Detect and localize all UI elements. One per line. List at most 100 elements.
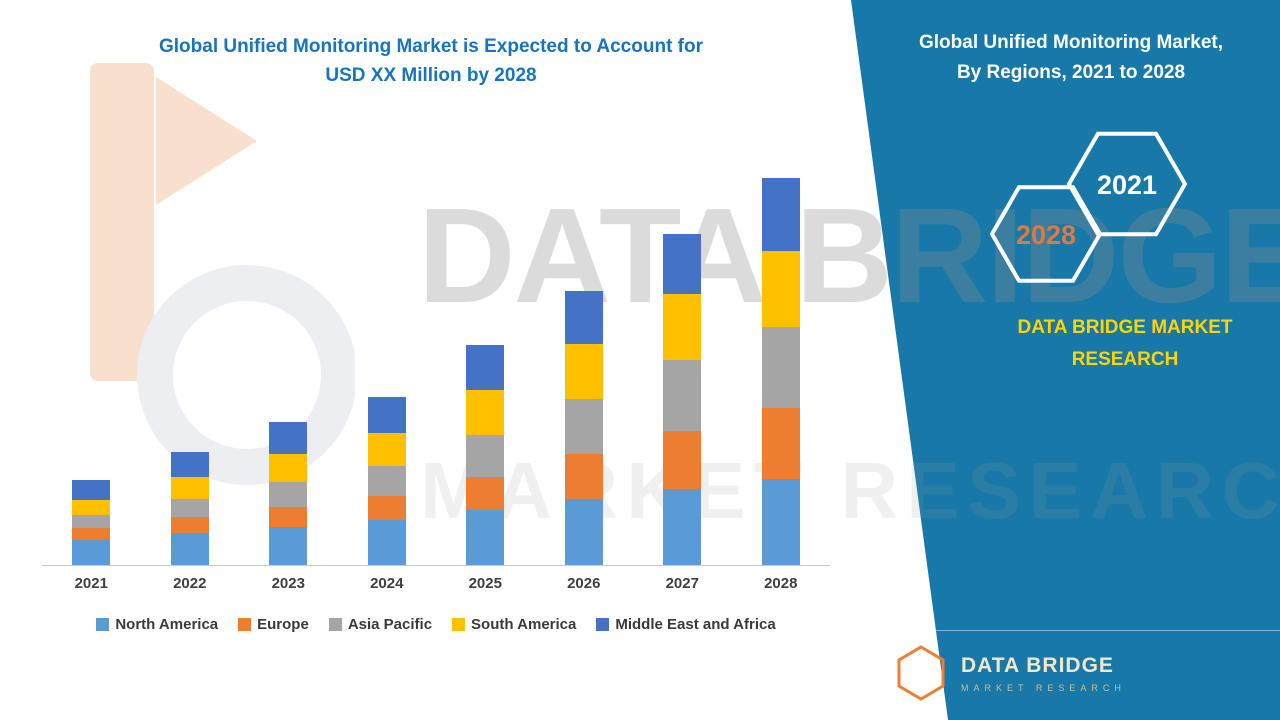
legend-swatch-icon [96, 618, 110, 631]
legend-item: North America [96, 616, 218, 633]
brand-text-line2: RESEARCH [1071, 349, 1179, 371]
chart-title: Global Unified Monitoring Market is Expe… [0, 32, 862, 91]
bar-segment [761, 327, 800, 408]
databridge-logo-watermark-icon [90, 63, 355, 485]
databridge-logo-icon: b [897, 645, 945, 701]
footer-logo: b DATA BRIDGE MARKET RESEARCH [895, 644, 1126, 702]
legend-swatch-icon [238, 618, 252, 631]
hexagon-2028-label: 2028 [1016, 220, 1076, 250]
bar-segment [466, 435, 505, 477]
x-axis-label: 2022 [173, 575, 207, 592]
bar-segment [269, 482, 308, 507]
bar-segment [269, 422, 308, 454]
x-axis-label: 2026 [567, 575, 601, 592]
stacked-bar [170, 452, 209, 565]
bar-segment [170, 477, 209, 499]
bar-segment [170, 533, 209, 565]
x-axis-label: 2028 [764, 575, 798, 592]
bar-segment [564, 499, 603, 565]
bar-segment [72, 480, 111, 500]
panel-title: Global Unified Monitoring Market, By Reg… [872, 28, 1270, 89]
bar-column [338, 397, 437, 565]
bar-segment [761, 479, 800, 565]
brand-text: DATA BRIDGE MARKET RESEARCH [985, 312, 1265, 377]
year-hexagons: 2028 2021 [989, 131, 1188, 283]
stacked-bar [367, 397, 406, 565]
bar-column [732, 178, 831, 565]
x-axis-label: 2025 [468, 575, 502, 592]
bar-segment [269, 507, 308, 527]
bar-segment [367, 466, 406, 496]
panel-title-line2: By Regions, 2021 to 2028 [956, 62, 1186, 84]
bar-segment [170, 452, 209, 477]
panel-title-line1: Global Unified Monitoring Market, [919, 32, 1223, 53]
legend-label: North America [115, 616, 219, 633]
legend-swatch-icon [452, 618, 466, 631]
legend-label: Asia Pacific [347, 616, 433, 633]
bar-segment [564, 454, 603, 499]
footer-divider [872, 630, 1280, 631]
bar-segment [367, 433, 406, 466]
legend-label: Middle East and Africa [615, 616, 776, 633]
bar-column [42, 480, 141, 565]
bar-segment [367, 397, 406, 433]
bar-column [239, 422, 338, 565]
bar-segment [72, 540, 111, 565]
bar-segment [466, 477, 505, 510]
bar-column [535, 291, 634, 565]
stacked-bar [72, 480, 111, 565]
legend-item: Asia Pacific [328, 616, 433, 633]
stacked-bar [466, 345, 505, 565]
bar-column [633, 234, 732, 565]
brand-text-line1: DATA BRIDGE MARKET [1017, 317, 1233, 338]
legend: North America Europe Asia Pacific South Ame… [42, 616, 830, 633]
legend-item: Middle East and Africa [596, 616, 776, 633]
hexagon-2021: 2021 [1066, 131, 1188, 237]
stacked-bar [269, 422, 308, 565]
x-axis-label: 2021 [74, 575, 108, 592]
bar-segment [466, 510, 505, 565]
legend-label: South America [471, 616, 577, 633]
databridge-logo-letter: b [912, 658, 929, 689]
bar-segment [564, 291, 603, 344]
x-axis-line [42, 565, 830, 566]
bar-segment [170, 499, 209, 517]
bar-segment [761, 408, 800, 479]
x-axis-labels: 2021 2022 2023 2024 2025 2026 2027 2028 [42, 575, 830, 592]
bar-segment [269, 527, 308, 565]
bar-segment [663, 294, 702, 360]
hexagon-2021-label: 2021 [1097, 170, 1157, 200]
bar-segment [564, 399, 603, 454]
stacked-bar [761, 178, 800, 565]
bars-area [42, 178, 831, 565]
bar-segment [72, 528, 111, 540]
legend-item: South America [452, 616, 576, 633]
legend-swatch-icon [596, 618, 610, 631]
x-axis-label: 2023 [271, 575, 305, 592]
footer-brand-name: DATA BRIDGE [961, 653, 1114, 677]
bar-segment [466, 390, 505, 435]
legend-swatch-icon [328, 618, 342, 631]
bar-segment [663, 489, 702, 565]
bar-column [436, 345, 535, 565]
bar-segment [367, 496, 406, 520]
x-axis-label: 2024 [370, 575, 404, 592]
bar-segment [761, 251, 800, 327]
bar-segment [72, 515, 111, 528]
bar-segment [663, 431, 702, 489]
chart-title-line1: Global Unified Monitoring Market is Expe… [159, 36, 703, 57]
bar-segment [466, 345, 505, 390]
bar-segment [72, 500, 111, 515]
bar-segment [663, 360, 702, 431]
bar-column [141, 452, 240, 565]
legend-item: Europe [238, 616, 309, 633]
footer-text: DATA BRIDGE MARKET RESEARCH [961, 654, 1126, 693]
stacked-bar-chart: 2021 2022 2023 2024 2025 2026 2027 2028 North A… [42, 178, 831, 633]
bar-segment [564, 344, 603, 399]
bar-segment [269, 454, 308, 482]
footer-brand-subtitle: MARKET RESEARCH [961, 682, 1126, 693]
x-axis-label: 2027 [665, 575, 699, 592]
stacked-bar [564, 291, 603, 565]
bar-segment [663, 234, 702, 294]
